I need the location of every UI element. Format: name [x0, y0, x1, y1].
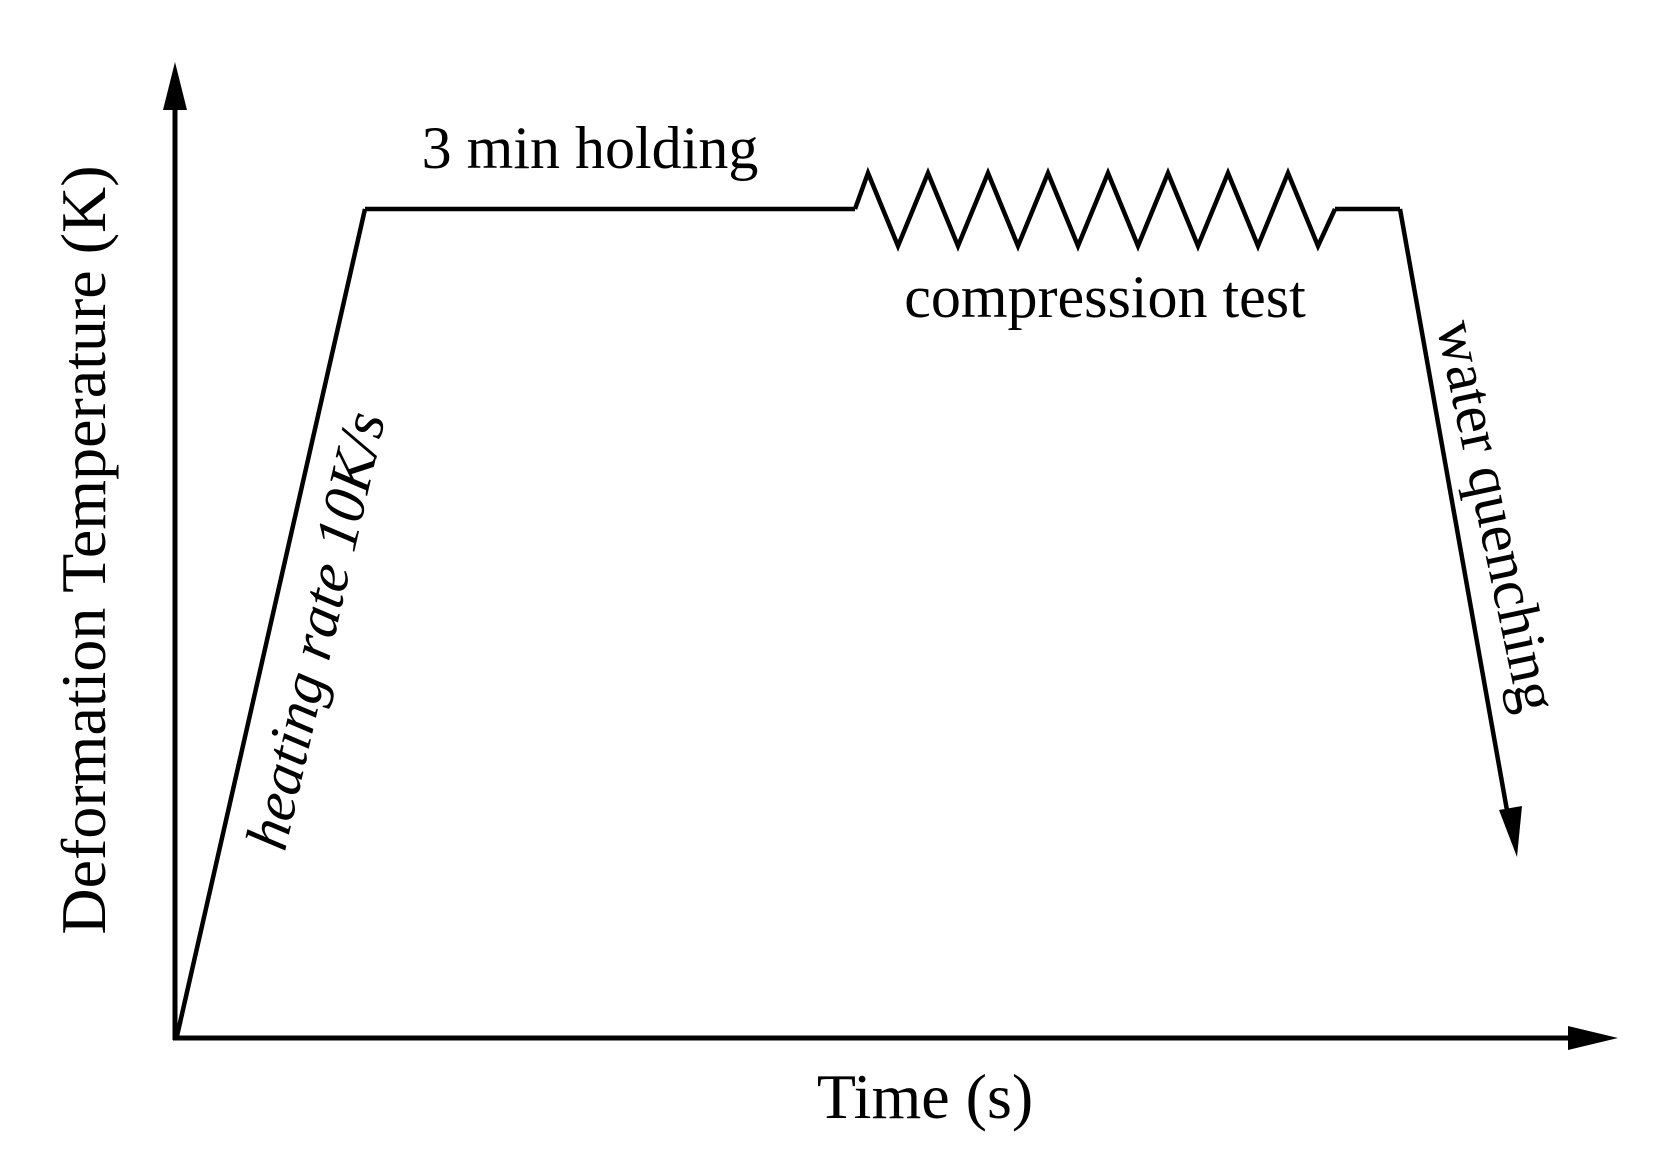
y-axis — [163, 62, 187, 1040]
quenching-arrowhead — [1499, 806, 1522, 857]
compression-label: compression test — [904, 264, 1306, 330]
temperature-profile — [174, 166, 1522, 1037]
compression-zigzag — [852, 166, 1338, 252]
heating-segment — [174, 208, 368, 1037]
y-axis-arrowhead — [163, 62, 187, 110]
quenching-label: water quenching — [1424, 314, 1571, 717]
y-axis-label: Deformation Temperature (K) — [48, 165, 119, 934]
quenching-segment — [1397, 208, 1511, 817]
x-axis-label: Time (s) — [817, 1061, 1033, 1132]
holding-label: 3 min holding — [422, 115, 759, 181]
x-axis — [173, 1026, 1618, 1050]
heating-label: heating rate 10K/s — [233, 405, 398, 855]
x-axis-arrowhead — [1568, 1026, 1618, 1050]
